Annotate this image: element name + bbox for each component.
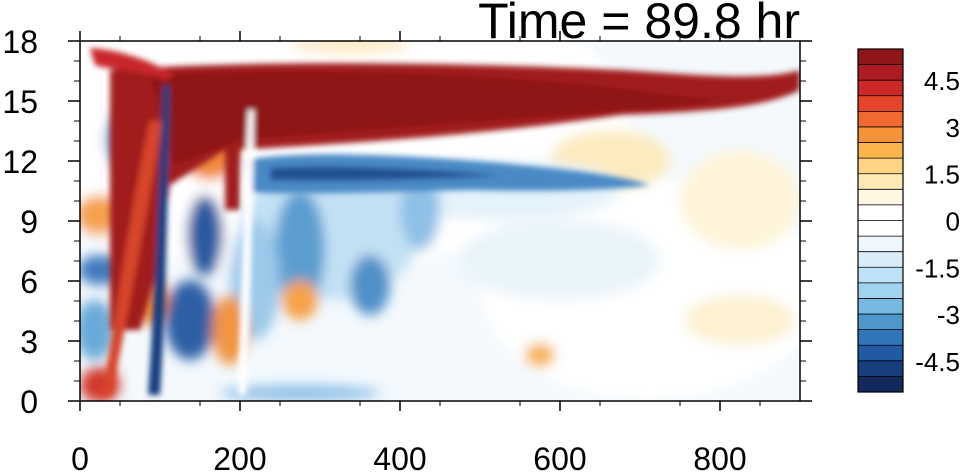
x-axis: 0 200 400 600 800 xyxy=(71,31,761,473)
heatmap-blobs xyxy=(80,41,800,401)
colorbar-swatch xyxy=(858,251,903,268)
colorbar-swatch xyxy=(858,49,903,66)
x-tick-label: 0 xyxy=(71,441,89,473)
heatmap-field xyxy=(80,41,800,401)
y-tick-label: 3 xyxy=(20,324,38,360)
heatmap-sharp-layer xyxy=(90,48,800,395)
colorbar-frame xyxy=(857,48,904,393)
colorbar-swatch xyxy=(858,111,903,128)
colorbar-label: 0 xyxy=(946,207,960,237)
colorbar-swatch xyxy=(858,158,903,175)
heatmap-patch xyxy=(282,280,318,320)
colorbar-label: 3 xyxy=(946,113,960,143)
colorbar-swatch xyxy=(858,236,903,253)
colorbar-swatch xyxy=(858,282,903,299)
y-tick-label: 9 xyxy=(20,204,38,240)
colorbar-label: -4.5 xyxy=(915,347,960,377)
heatmap-patch xyxy=(275,190,325,310)
colorbar-swatch xyxy=(858,142,903,159)
colorbar-label: -1.5 xyxy=(915,253,960,283)
x-tick-label: 800 xyxy=(693,441,746,473)
colorbar-swatch xyxy=(858,360,903,377)
x-tick-label: 400 xyxy=(373,441,426,473)
heatmap-patch xyxy=(680,150,800,250)
cool-front xyxy=(148,85,170,395)
heatmap-patch xyxy=(187,195,223,275)
heatmap-patch xyxy=(350,255,390,315)
colorbar-label: 1.5 xyxy=(924,160,960,190)
heatmap-patch xyxy=(165,280,215,360)
heatmap-patch xyxy=(460,220,660,300)
y-tick-label: 15 xyxy=(2,84,38,120)
colorbar-swatch xyxy=(858,189,903,206)
y-axis: 0 3 6 9 12 15 18 xyxy=(2,24,812,420)
y-tick-label: 12 xyxy=(2,144,38,180)
cool-band-core xyxy=(270,166,500,181)
colorbar-swatch xyxy=(858,173,903,190)
x-tick-label: 600 xyxy=(533,441,586,473)
colorbar-label: -3 xyxy=(937,300,960,330)
front-gap xyxy=(238,110,254,395)
x-tick-label: 200 xyxy=(213,441,266,473)
chart-title: Time = 89.8 hr xyxy=(478,0,800,49)
heatmap-patch xyxy=(80,300,115,360)
colorbar-swatch xyxy=(858,95,903,112)
colorbar-swatch xyxy=(858,314,903,331)
colorbar-swatch xyxy=(858,267,903,284)
colorbar-swatch xyxy=(858,220,903,237)
colorbar-label: 4.5 xyxy=(924,66,960,96)
heatmap-patch xyxy=(212,295,248,365)
colorbar-swatch xyxy=(858,376,903,393)
y-tick-label: 18 xyxy=(2,24,38,60)
colorbar-swatch xyxy=(858,64,903,81)
colorbar-swatch xyxy=(858,204,903,221)
heatmap-patch xyxy=(525,343,555,367)
warm-front xyxy=(102,120,162,395)
y-tick-label: 6 xyxy=(20,264,38,300)
warm-front-top xyxy=(90,48,175,80)
y-tick-label: 0 xyxy=(20,384,38,420)
warm-band-core xyxy=(150,71,740,165)
colorbar-swatch xyxy=(858,329,903,346)
colorbar-swatch xyxy=(858,298,903,315)
colorbar-swatch xyxy=(858,126,903,144)
heatmap-patch xyxy=(290,41,410,53)
heatmap-patch xyxy=(685,295,795,345)
colorbar: 4.5 3 1.5 0 -1.5 -3 -4.5 xyxy=(857,48,960,393)
colorbar-swatch xyxy=(858,345,903,362)
heatmap-patch xyxy=(220,385,380,401)
colorbar-swatch xyxy=(858,80,903,97)
